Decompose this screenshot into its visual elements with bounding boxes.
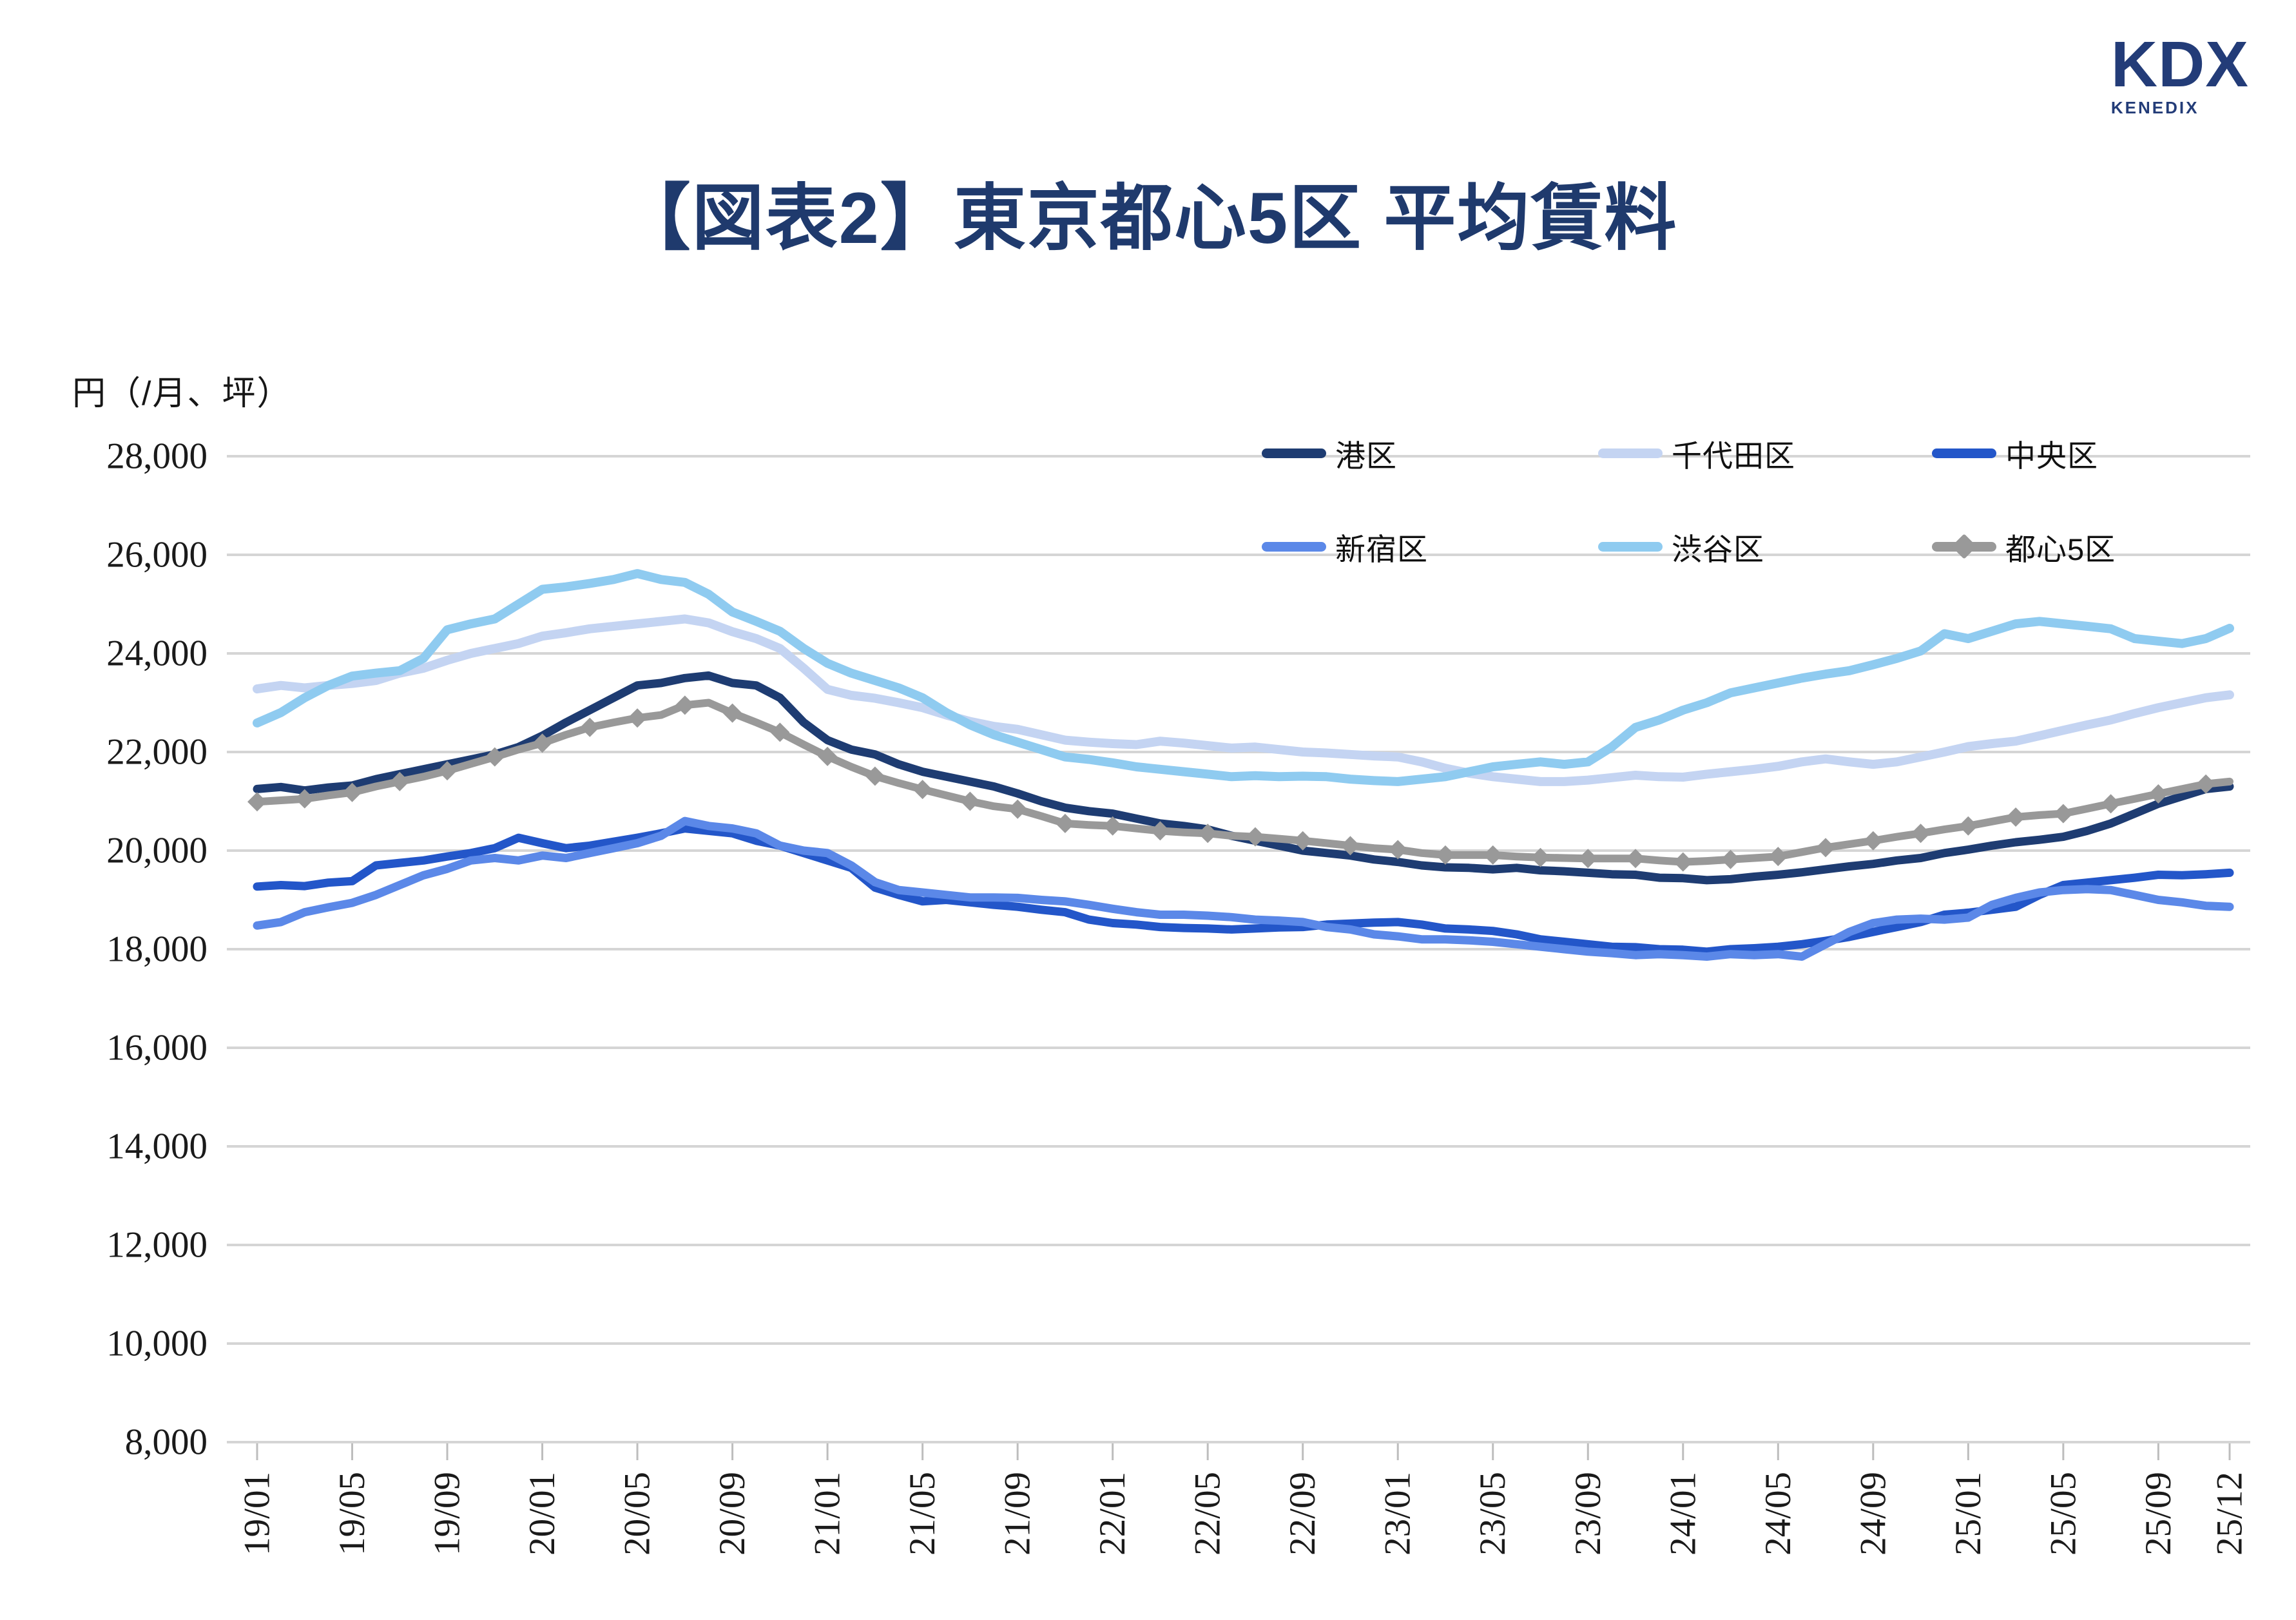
y-tick-label-20,000: 20,000 xyxy=(106,831,207,871)
x-tick-label-23/01: 23/01 xyxy=(1378,1472,1418,1556)
series-line-渋谷区 xyxy=(253,569,2234,786)
x-tick-label-24/05: 24/05 xyxy=(1758,1472,1799,1556)
x-tick-label-22/01: 22/01 xyxy=(1092,1472,1133,1556)
legend-label-中央区: 中央区 xyxy=(2005,439,2098,473)
legend-swatch-港区 xyxy=(1262,448,1326,458)
kdx-logo: KDX KENEDIX xyxy=(2111,32,2249,116)
x-tick-label-19/01: 19/01 xyxy=(237,1472,278,1556)
legend-item-港区: 港区 xyxy=(1262,431,1598,476)
x-tick-label-19/09: 19/09 xyxy=(427,1472,468,1556)
x-tick-label-20/05: 20/05 xyxy=(617,1472,658,1556)
y-tick-label-28,000: 28,000 xyxy=(106,436,207,477)
x-tick-label-25/09: 25/09 xyxy=(2138,1472,2179,1556)
y-tick-label-8,000: 8,000 xyxy=(125,1422,207,1463)
legend-item-千代田区: 千代田区 xyxy=(1598,431,1932,476)
legend-swatch-千代田区 xyxy=(1598,448,1663,458)
legend-swatch-中央区 xyxy=(1932,448,1996,458)
y-tick-label-26,000: 26,000 xyxy=(106,535,207,575)
x-tick-label-25/01: 25/01 xyxy=(1948,1472,1989,1556)
x-tick-label-21/05: 21/05 xyxy=(902,1472,943,1556)
series-line-新宿区 xyxy=(253,816,2234,961)
y-tick-label-22,000: 22,000 xyxy=(106,732,207,773)
kdx-logo-subtext: KENEDIX xyxy=(2110,98,2199,117)
y-tick-label-18,000: 18,000 xyxy=(106,929,207,970)
y-tick-label-14,000: 14,000 xyxy=(106,1126,207,1167)
legend-item-渋谷区: 渋谷区 xyxy=(1598,525,1932,569)
legend-label-港区: 港区 xyxy=(1335,439,1397,473)
x-tick-label-23/05: 23/05 xyxy=(1472,1472,1513,1556)
y-tick-label-12,000: 12,000 xyxy=(106,1225,207,1266)
chart-legend: 港区 千代田区 中央区新宿区 渋谷区 都心5区 xyxy=(1262,407,2209,593)
y-axis-unit-label: 円（/月、坪） xyxy=(72,375,292,412)
series-line-中央区 xyxy=(253,824,2234,956)
legend-swatch-渋谷区 xyxy=(1598,542,1663,552)
x-tick-label-21/01: 21/01 xyxy=(807,1472,848,1556)
series-line-千代田区 xyxy=(253,614,2234,786)
legend-label-都心5区: 都心5区 xyxy=(2005,532,2116,566)
x-tick-label-19/05: 19/05 xyxy=(332,1472,372,1556)
kdx-logo-brand: KDX xyxy=(2110,28,2249,101)
legend-label-千代田区: 千代田区 xyxy=(1672,439,1795,473)
y-tick-label-16,000: 16,000 xyxy=(106,1028,207,1068)
y-tick-label-10,000: 10,000 xyxy=(106,1324,207,1364)
legend-swatch-都心5区 xyxy=(1932,534,1996,559)
legend-item-都心5区: 都心5区 xyxy=(1932,525,2209,569)
x-tick-label-21/09: 21/09 xyxy=(998,1472,1038,1556)
x-tick-label-20/09: 20/09 xyxy=(712,1472,753,1556)
x-tick-label-25/12: 25/12 xyxy=(2210,1472,2250,1556)
x-tick-label-22/09: 22/09 xyxy=(1282,1472,1323,1556)
legend-diamond-icon xyxy=(1951,534,1977,559)
legend-label-新宿区: 新宿区 xyxy=(1335,532,1428,566)
legend-label-渋谷区: 渋谷区 xyxy=(1672,532,1764,566)
x-tick-label-20/01: 20/01 xyxy=(522,1472,563,1556)
x-tick-label-24/09: 24/09 xyxy=(1853,1472,1893,1556)
legend-item-中央区: 中央区 xyxy=(1932,431,2209,476)
y-tick-label-24,000: 24,000 xyxy=(106,633,207,674)
x-tick-label-22/05: 22/05 xyxy=(1188,1472,1228,1556)
x-tick-label-25/05: 25/05 xyxy=(2043,1472,2083,1556)
x-tick-label-23/09: 23/09 xyxy=(1568,1472,1608,1556)
x-tick-label-24/01: 24/01 xyxy=(1663,1472,1703,1556)
legend-swatch-新宿区 xyxy=(1262,542,1326,552)
chart-title: 【図表2】東京都心5区 平均賃料 xyxy=(618,178,1678,258)
legend-item-新宿区: 新宿区 xyxy=(1262,525,1598,569)
